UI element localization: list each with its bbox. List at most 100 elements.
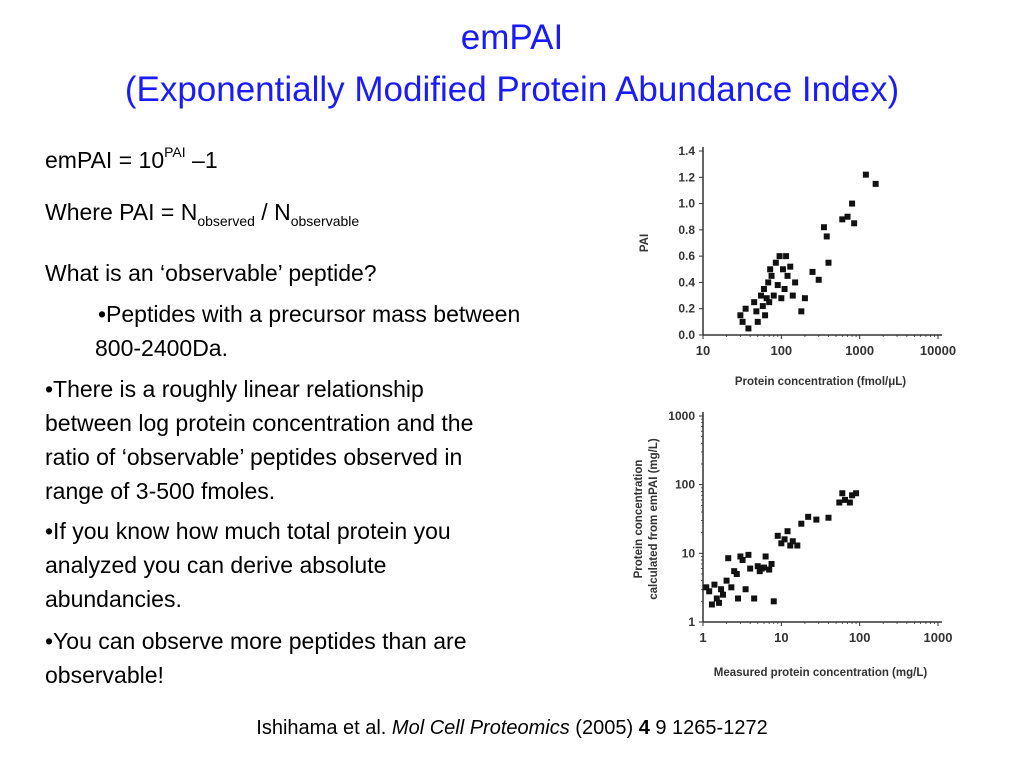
data-point <box>820 224 827 231</box>
formula: emPAI = 10PAI –1 <box>45 144 218 173</box>
data-point <box>798 308 805 315</box>
x-tick-label: 10 <box>696 343 710 358</box>
data-point <box>842 496 849 503</box>
empai-scatter-svg: 1 10 100 1000 1 10 100 1000 Measured protein con… <box>633 409 953 679</box>
data-point <box>778 295 785 302</box>
data-point <box>849 200 856 207</box>
data-point <box>728 584 735 591</box>
data-point <box>849 492 856 499</box>
data-point <box>853 490 860 497</box>
data-point <box>839 490 846 497</box>
y-tick-label: 0.2 <box>678 302 695 316</box>
data-point <box>787 542 794 549</box>
data-point <box>767 266 774 273</box>
x-tick-label: 1000 <box>845 343 874 358</box>
data-point <box>813 516 820 523</box>
data-point <box>747 565 754 572</box>
data-point <box>872 180 879 187</box>
data-point <box>787 263 794 270</box>
data-point <box>739 556 746 563</box>
data-point <box>825 514 832 521</box>
x-axis-label: Measured protein concentration (mg/L) <box>714 667 928 679</box>
data-point <box>781 536 788 543</box>
bullet-peptides-cont: 800-2400Da. <box>95 335 228 361</box>
data-point <box>760 286 767 292</box>
data-point <box>862 171 869 178</box>
data-point <box>754 563 761 570</box>
data-point <box>798 520 805 527</box>
data-point <box>753 308 760 315</box>
bullet-peptides: •Peptides with a precursor mass between <box>98 301 521 327</box>
data-point <box>766 299 773 306</box>
data-point <box>751 299 758 306</box>
data-point <box>759 303 766 310</box>
data-point <box>823 233 830 240</box>
data-point <box>706 588 713 595</box>
data-point <box>745 551 752 558</box>
data-point <box>735 595 742 602</box>
x-tick-label: 10000 <box>920 343 956 358</box>
data-point <box>766 566 773 573</box>
data-point <box>713 595 720 602</box>
data-point <box>789 538 796 545</box>
data-point <box>784 272 791 279</box>
data-point <box>765 279 772 286</box>
data-point <box>794 542 801 549</box>
data-point <box>718 586 725 593</box>
data-point <box>719 591 726 598</box>
y-tick-label: 1.2 <box>678 170 695 184</box>
slide-subtitle: (Exponentially Modified Protein Abundanc… <box>124 70 900 109</box>
data-point <box>776 253 783 260</box>
data-point <box>770 292 777 299</box>
data-point <box>778 540 785 547</box>
data-point <box>851 220 858 227</box>
data-point <box>739 318 746 325</box>
y-tick-label: 100 <box>675 478 695 492</box>
data-point <box>763 295 770 302</box>
y-tick-label: 1.4 <box>678 144 695 158</box>
pai-scatter-chart: 0.0 0.2 0.4 0.6 0.8 1.0 1.2 1.4 10 100 1000 10000 Pr… <box>628 135 968 397</box>
data-point <box>754 318 761 325</box>
data-point <box>846 499 853 506</box>
question: What is an ‘observable’ peptide? <box>45 260 377 286</box>
slide-title: emPAI <box>460 18 564 57</box>
x-tick-label: 10 <box>774 630 788 645</box>
y-tick-label: 0.6 <box>678 249 695 263</box>
data-point <box>742 305 749 312</box>
y-tick-label: 1.0 <box>678 197 695 211</box>
y-tick-label: 0.8 <box>678 223 695 237</box>
data-point <box>774 282 781 289</box>
data-point <box>836 499 843 506</box>
data-point <box>757 292 764 299</box>
data-point <box>737 312 744 319</box>
x-tick-label: 100 <box>849 630 871 645</box>
y-axis-label: calculated from emPAI (mg/L) <box>648 438 660 600</box>
data-point <box>751 595 758 602</box>
x-axis-label: Protein concentration (fmol/μL) <box>735 376 906 388</box>
y-axis-label: PAI <box>639 234 651 252</box>
pai-definition: Where PAI = Nobserved / Nobservable <box>45 199 360 229</box>
data-point <box>770 598 777 605</box>
data-point <box>711 581 718 588</box>
data-point <box>789 292 796 299</box>
data-point <box>760 564 767 571</box>
data-point <box>762 312 769 319</box>
data-point <box>723 577 730 584</box>
data-point <box>737 553 744 560</box>
data-point <box>783 253 790 260</box>
data-point <box>815 276 822 283</box>
x-tick-label: 1 <box>699 630 706 645</box>
data-point <box>745 325 752 332</box>
bullet-observe-more: •You can observe more peptides than are … <box>45 628 467 688</box>
bullet-linear: •There is a roughly linear relationship … <box>45 376 474 504</box>
y-axis-label: Protein concentration <box>633 460 645 579</box>
data-point <box>762 553 769 560</box>
data-point <box>809 268 816 275</box>
y-tick-label: 1000 <box>668 409 695 423</box>
y-tick-label: 10 <box>682 546 696 560</box>
bullet-total-protein: •If you know how much total protein you … <box>45 518 451 612</box>
empai-scatter-chart: 1 10 100 1000 1 10 100 1000 Measured protein con… <box>628 400 968 690</box>
data-point <box>825 259 832 266</box>
x-tick-label: 1000 <box>924 630 953 645</box>
data-point <box>715 599 722 606</box>
